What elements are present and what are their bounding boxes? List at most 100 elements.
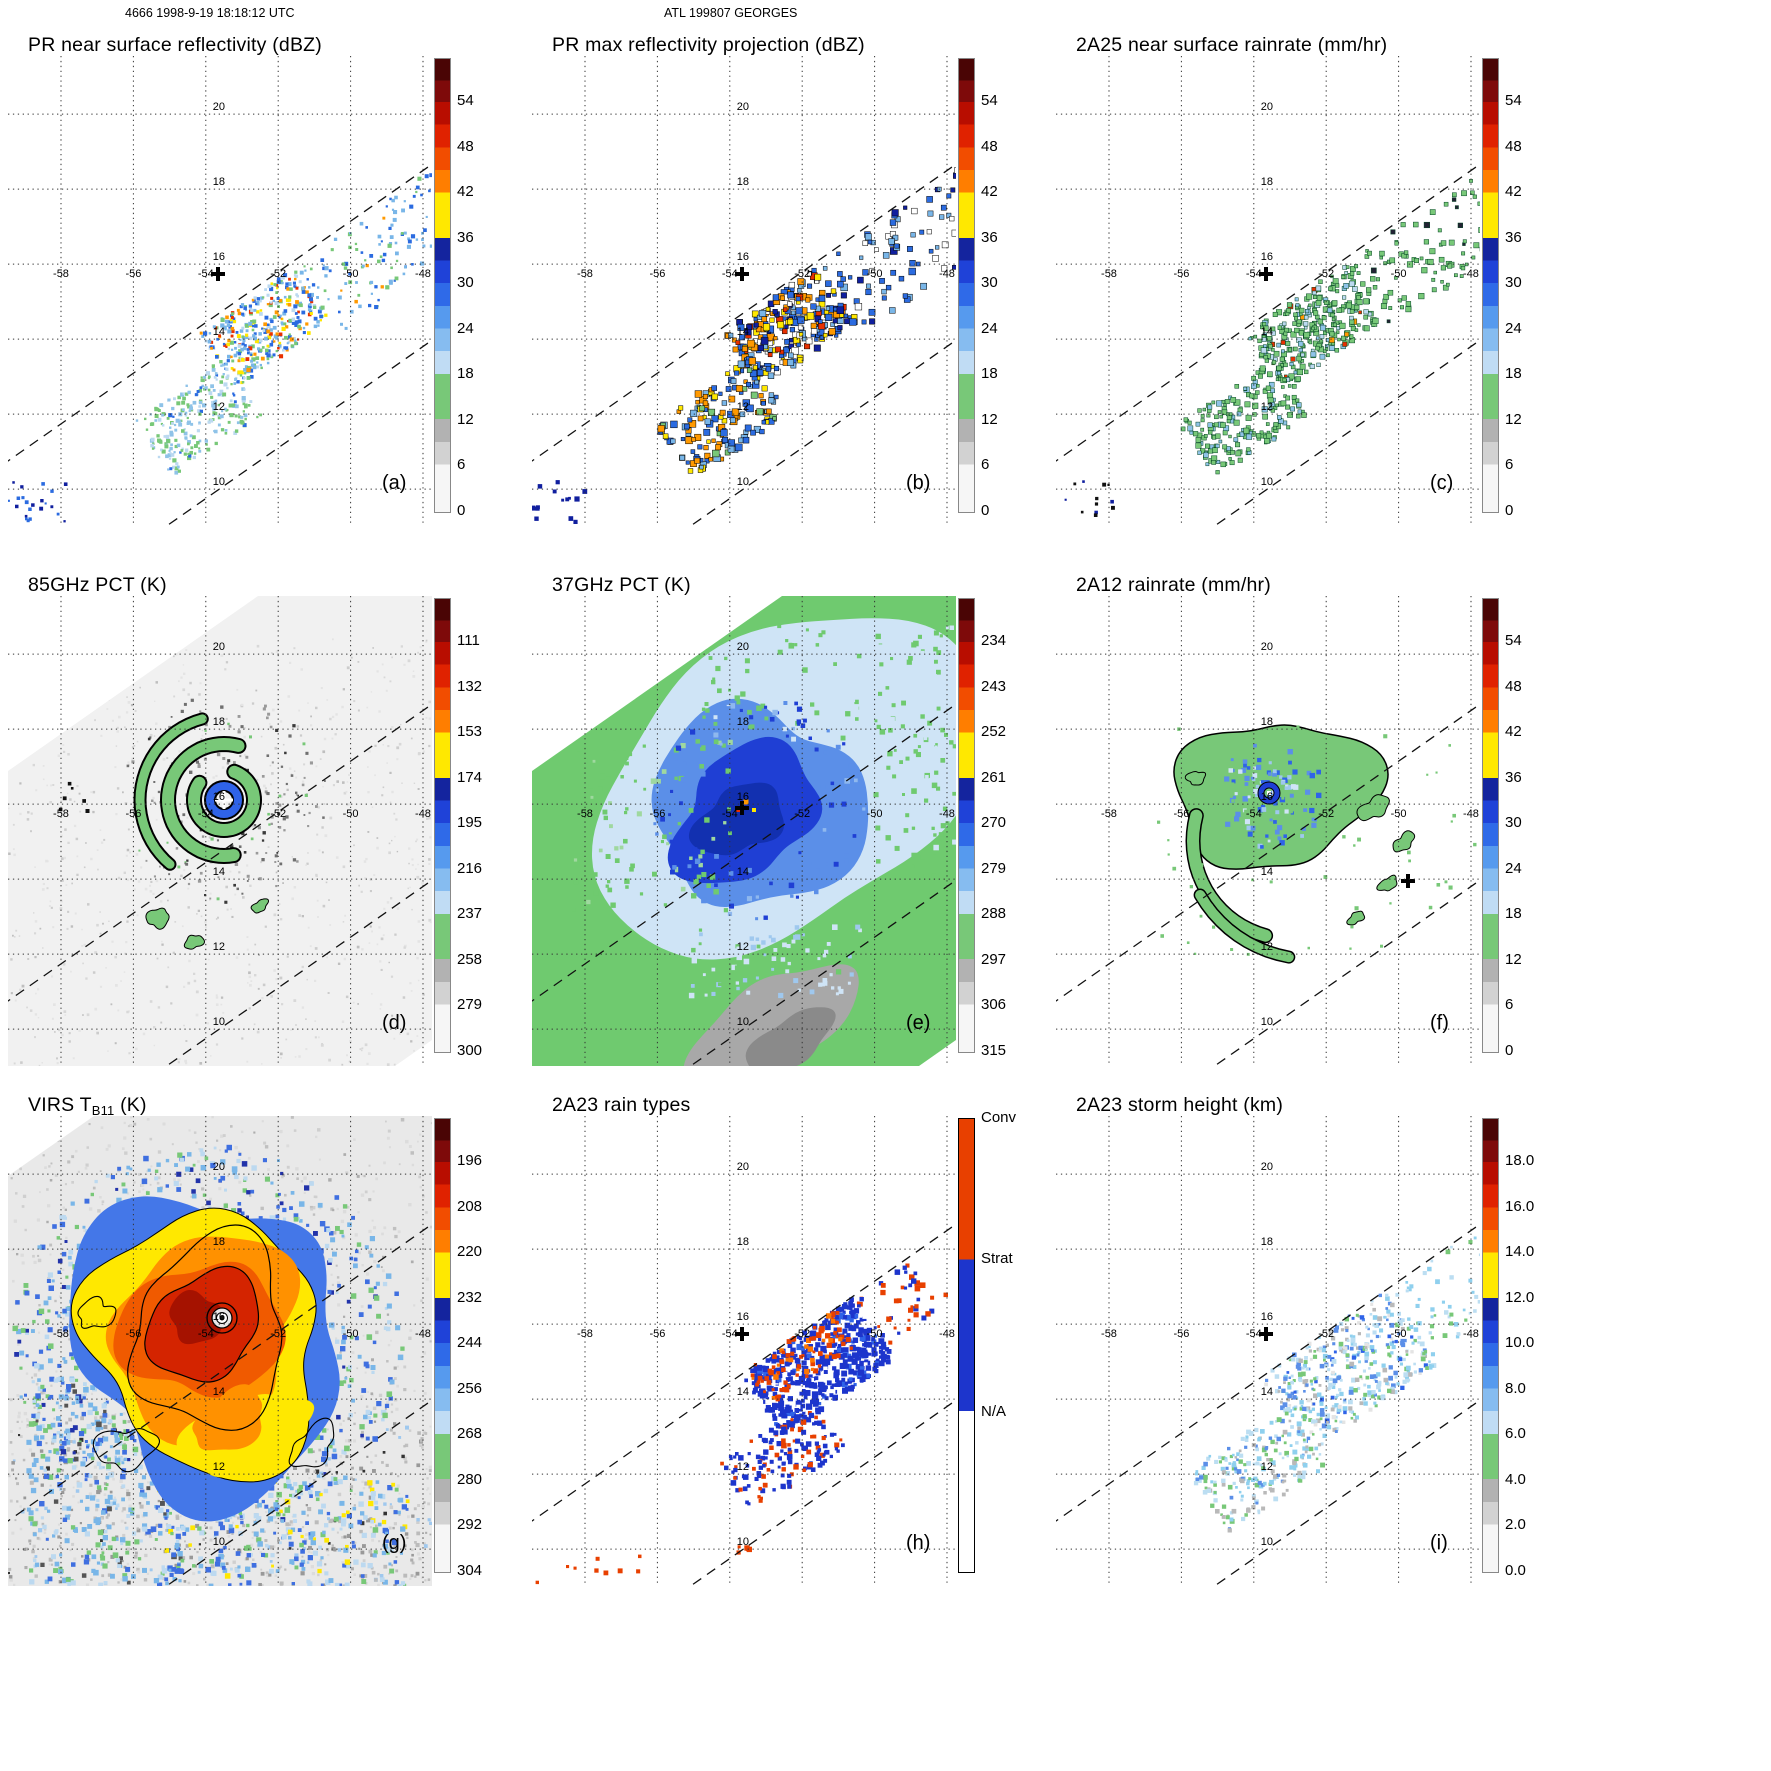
swath-edge-lines [1056, 703, 1480, 1066]
lon-label: -54 [722, 808, 738, 820]
lon-label: -56 [125, 268, 141, 280]
data-layer [532, 167, 956, 524]
data-layer [535, 1263, 948, 1585]
colorbar-tick-label: 30 [1505, 814, 1522, 832]
colorbar-tick-label: 4.0 [1505, 1470, 1526, 1488]
title-suffix: (K) [114, 1094, 147, 1116]
lat-label: 12 [1261, 941, 1273, 953]
map-plot-b: 10 12 14 16 18 20 -58 -56 -54 -52 -50 -48 [532, 56, 956, 526]
data-layer [1064, 179, 1480, 517]
lon-label: -48 [939, 808, 955, 820]
grid-layer: 10 12 14 16 18 20 -58 -56 -54 -52 -50 -48 [8, 56, 432, 526]
lat-label: 16 [737, 251, 749, 263]
panel-e-title: 37GHz PCT (K) [552, 574, 691, 597]
lat-label: 16 [1261, 1311, 1273, 1323]
lon-label: -58 [1101, 808, 1117, 820]
lat-label: 12 [737, 941, 749, 953]
colorbar-tick-label: 0 [981, 501, 990, 519]
title-text: VIRS T [28, 1094, 92, 1116]
colorbar-d [434, 598, 451, 1053]
lat-label: 20 [1261, 1161, 1273, 1173]
swath-edge-lines [8, 163, 432, 526]
colorbar-tick-label: 234 [981, 632, 1007, 650]
lat-label: 16 [213, 251, 225, 263]
data-layer [1157, 724, 1477, 964]
header-orbit-datetime: 4666 1998-9-19 18:18:12 UTC [125, 6, 295, 20]
colorbar-tick-label: N/A [981, 1402, 1007, 1420]
lon-label: -54 [722, 1328, 738, 1340]
colorbar-i [1482, 1118, 1499, 1573]
title-text: 2A23 rain types [552, 1094, 691, 1116]
colorbar-tick-label: 174 [457, 768, 483, 786]
lon-label: -54 [1246, 1328, 1262, 1340]
colorbar-ticks-g: 196 208 220 232 244 256 268 280 292 304 [457, 1118, 521, 1579]
colorbar-tick-label: 0 [457, 501, 466, 519]
lon-label: -58 [1101, 268, 1117, 280]
map-layers: 10 12 14 16 18 20 -58 -56 -54 -52 -50 -48 [8, 596, 432, 1066]
colorbar-tick-label: 48 [1505, 137, 1522, 155]
lon-label: -54 [198, 1328, 214, 1340]
colorbar-tick-label: 36 [981, 228, 998, 246]
colorbar-tick-label: 0.0 [1505, 1561, 1526, 1579]
map-plot-d: 10 12 14 16 18 20 -58 -56 -54 -52 -50 -48 [8, 596, 432, 1066]
storm-center-cross [735, 1327, 749, 1341]
lon-label: -50 [1391, 808, 1407, 820]
colorbar-tick-label: 6 [981, 456, 990, 474]
lat-label: 20 [1261, 641, 1273, 653]
lat-label: 14 [213, 326, 225, 338]
lat-label: 14 [213, 1386, 225, 1398]
lat-label: 16 [1261, 791, 1273, 803]
colorbar-tick-label: 36 [1505, 768, 1522, 786]
data-layer [532, 596, 956, 1066]
colorbar-ticks-c: 54 48 42 36 30 24 18 12 6 0 [1505, 58, 1569, 519]
colorbar-tick-label: 300 [457, 1041, 483, 1059]
map-plot-f: 10 12 14 16 18 20 -58 -56 -54 -52 -50 -48 [1056, 596, 1480, 1066]
swath-edge-lines [1056, 1223, 1480, 1586]
map-layers: 10 12 14 16 18 20 -58 -56 -54 -52 -50 -48 [532, 1116, 956, 1586]
lat-label: 12 [213, 941, 225, 953]
lon-label: -58 [1101, 1328, 1117, 1340]
colorbar-tick-label: 195 [457, 814, 483, 832]
colorbar-tick-label: 18.0 [1505, 1152, 1535, 1170]
lon-label: -52 [794, 808, 810, 820]
colorbar-tick-label: 268 [457, 1425, 483, 1443]
colorbar-ticks-f: 54 48 42 36 30 24 18 12 6 0 [1505, 598, 1569, 1059]
lon-label: -58 [577, 268, 593, 280]
colorbar-tick-label: 12.0 [1505, 1288, 1535, 1306]
grid-layer: 10 12 14 16 18 20 -58 -56 -54 -52 -50 -48 [532, 596, 956, 1066]
colorbar-c [1482, 58, 1499, 513]
storm-center-cross [1259, 1327, 1273, 1341]
colorbar-tick-label: 18 [457, 365, 474, 383]
lon-label: -52 [794, 268, 810, 280]
title-text: 37GHz PCT (K) [552, 574, 691, 596]
lat-label: 10 [737, 1016, 749, 1028]
colorbar-tick-label: 12 [457, 410, 474, 428]
map-layers: 10 12 14 16 18 20 -58 -56 -54 -52 -50 -48 [8, 1116, 432, 1586]
lon-label: -54 [722, 268, 738, 280]
panel-b: PR max reflectivity projection (dBZ) 10 1… [524, 26, 1048, 566]
colorbar-tick-label: 111 [457, 632, 480, 650]
eye-marker [206, 1302, 238, 1334]
lon-label: -58 [53, 1328, 69, 1340]
lon-label: -56 [649, 1328, 665, 1340]
title-text: 2A12 rainrate (mm/hr) [1076, 574, 1271, 596]
lat-label: 10 [1261, 1536, 1273, 1548]
panel-letter-a: (a) [382, 472, 407, 494]
lat-label: 20 [213, 1161, 225, 1173]
colorbar-tick-label: 24 [981, 319, 998, 337]
map-layers: 10 12 14 16 18 20 -58 -56 -54 -52 -50 -48 [1056, 56, 1480, 526]
lon-label: -50 [1391, 268, 1407, 280]
colorbar-tick-label: 48 [981, 137, 998, 155]
panel-letter-g: (g) [382, 1532, 407, 1554]
title-text: 2A25 near surface rainrate (mm/hr) [1076, 34, 1388, 56]
map-plot-g: 10 12 14 16 18 20 -58 -56 -54 -52 -50 -48 [8, 1116, 432, 1586]
swath-edge-lines [1056, 163, 1480, 526]
lon-label: -54 [1246, 268, 1262, 280]
lon-label: -56 [1173, 268, 1189, 280]
swath-edge-lines [532, 163, 956, 526]
lat-label: 14 [213, 866, 225, 878]
colorbar-tick-label: 12 [1505, 950, 1522, 968]
colorbar-ticks-h: Conv Strat N/A [981, 1110, 1045, 1573]
lat-label: 20 [1261, 101, 1273, 113]
grid-layer: 10 12 14 16 18 20 -58 -56 -54 -52 -50 -48 [1056, 596, 1480, 1066]
